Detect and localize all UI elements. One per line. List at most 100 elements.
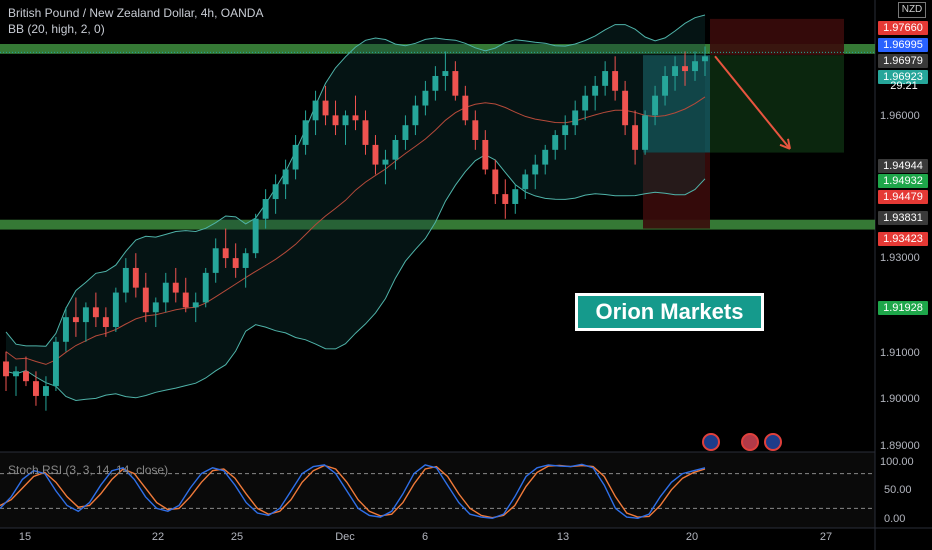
candle-body <box>572 110 579 126</box>
candle-body <box>112 292 119 328</box>
price-tag: 1.96979 <box>878 54 928 68</box>
candle-body <box>92 307 99 318</box>
candle-body <box>582 95 589 111</box>
candle-body <box>472 120 479 140</box>
candle-body <box>482 139 489 170</box>
candle-body <box>442 71 449 76</box>
stoch-axis-label: 100.00 <box>880 456 914 468</box>
price-tag: 1.94932 <box>878 174 928 188</box>
brand-watermark: Orion Markets <box>575 293 764 331</box>
uk-flag-icon[interactable] <box>741 433 759 451</box>
bb-basis-line <box>5 96 706 365</box>
candle-body <box>532 164 539 175</box>
price-axis-label: 1.93000 <box>880 252 920 264</box>
price-axis-label: 1.96000 <box>880 110 920 122</box>
time-axis-label: 15 <box>18 531 32 543</box>
candle-body <box>452 71 459 96</box>
candle-body <box>252 218 259 254</box>
candle-body <box>152 302 159 313</box>
price-tag: 1.97660 <box>878 21 928 35</box>
time-axis-label: 20 <box>685 531 699 543</box>
candle-body <box>222 248 229 259</box>
candle-body <box>602 71 609 86</box>
candle-body <box>272 184 279 200</box>
stop-loss-zone <box>710 18 844 56</box>
candle-body <box>422 90 429 106</box>
candle-body <box>692 61 698 72</box>
candle-body <box>402 125 409 140</box>
currency-badge[interactable]: NZD <box>898 2 926 18</box>
price-tag: 1.96923 <box>878 70 928 84</box>
candle-body <box>282 169 289 185</box>
candle-body <box>33 381 39 396</box>
candle-body <box>302 120 309 145</box>
take-profit-zone <box>710 55 844 153</box>
candle-body <box>122 267 129 293</box>
candle-body <box>562 125 569 136</box>
candle-body <box>132 267 139 288</box>
candle-body <box>102 317 109 328</box>
candle-body <box>642 115 649 150</box>
candle-body <box>682 66 688 72</box>
bb-upper-line <box>5 14 706 347</box>
candle-body <box>3 361 9 377</box>
candle-body <box>392 139 399 160</box>
candle-body <box>462 95 469 121</box>
candle-body <box>432 75 439 91</box>
candle-body <box>342 115 349 126</box>
stoch-axis-label: 50.00 <box>884 484 912 496</box>
resistance-zone <box>0 43 875 54</box>
candle-body <box>202 272 209 303</box>
price-tag: 1.94944 <box>878 159 928 173</box>
candle-body <box>62 317 69 342</box>
time-axis-label: 22 <box>151 531 165 543</box>
time-axis-label: 13 <box>556 531 570 543</box>
nz-flag-icon[interactable] <box>764 433 782 451</box>
candle-body <box>322 100 329 116</box>
stoch-k-line <box>0 463 706 520</box>
candle-body <box>622 90 629 126</box>
risk-zone <box>643 152 710 229</box>
chart-title: British Pound / New Zealand Dollar, 4h, … <box>8 6 264 20</box>
candle-body <box>662 75 669 96</box>
candle-body <box>672 66 678 76</box>
candle-body <box>412 105 419 126</box>
candle-body <box>542 149 549 165</box>
candle-body <box>142 287 149 313</box>
candle-body <box>652 95 659 116</box>
candle-body <box>552 135 559 150</box>
candle-body <box>262 199 269 219</box>
candle-body <box>182 292 189 308</box>
indicator-label: BB (20, high, 2, 0) <box>8 22 105 36</box>
candle-body <box>23 371 29 382</box>
candle-body <box>292 144 299 170</box>
candle-body <box>192 302 199 308</box>
bb-fill <box>6 15 705 401</box>
candle-body <box>612 71 619 91</box>
candle-body <box>512 189 519 204</box>
candle-body <box>312 100 319 121</box>
candle-body <box>72 317 79 323</box>
candle-body <box>232 258 239 268</box>
candle-body <box>382 159 389 165</box>
arrow-head <box>779 138 791 150</box>
candle-body <box>702 56 708 62</box>
candle-body <box>352 115 359 121</box>
time-axis-label: Dec <box>335 531 355 543</box>
short-arrow <box>714 55 791 150</box>
candle-timer: 29:21 <box>890 80 918 92</box>
candle-body <box>162 282 169 303</box>
candle-body <box>13 371 19 377</box>
time-axis-label: 25 <box>230 531 244 543</box>
candle-body <box>172 282 179 293</box>
candle-body <box>362 120 369 145</box>
candle-body <box>502 194 509 204</box>
nz-flag-icon[interactable] <box>702 433 720 451</box>
candle-body <box>372 144 379 165</box>
price-tag: 1.96995 <box>878 38 928 52</box>
stoch-pane <box>0 452 875 528</box>
candle-body <box>592 85 599 96</box>
stoch-label: Stoch RSI (3, 3, 14, 14, close) <box>8 463 169 477</box>
support-zone <box>0 219 875 230</box>
